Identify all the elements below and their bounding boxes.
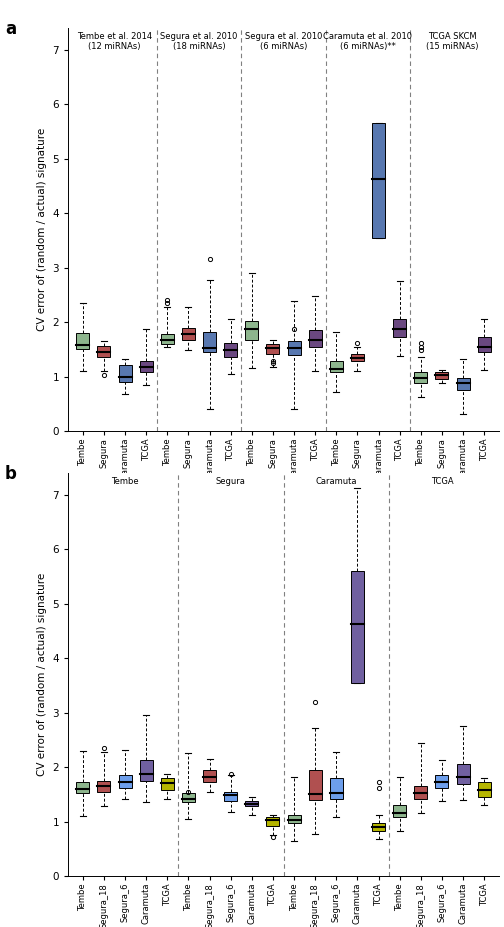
Bar <box>393 319 406 337</box>
Bar <box>372 123 385 237</box>
Bar <box>97 781 110 792</box>
Text: a: a <box>5 20 16 38</box>
Bar <box>372 822 385 832</box>
Text: Segura: Segura <box>216 476 245 486</box>
Bar <box>414 786 427 799</box>
Bar <box>414 373 427 383</box>
Bar <box>224 792 237 801</box>
Bar <box>203 332 216 352</box>
Bar <box>308 330 322 347</box>
Bar <box>457 377 470 390</box>
Bar <box>435 775 449 788</box>
Bar <box>267 344 280 354</box>
Bar <box>245 801 259 806</box>
Bar <box>351 354 364 362</box>
Text: b: b <box>5 465 17 483</box>
Bar <box>308 769 322 800</box>
Bar <box>330 778 343 799</box>
Text: Caramuta et al. 2010
(6 miRNAs)**: Caramuta et al. 2010 (6 miRNAs)** <box>324 32 412 51</box>
Bar <box>76 782 89 794</box>
Bar <box>118 775 132 788</box>
Text: TCGA SKCM
(15 miRNAs): TCGA SKCM (15 miRNAs) <box>426 32 479 51</box>
X-axis label: data set: data set <box>259 485 308 498</box>
Text: Tembe et al. 2014
(12 miRNAs): Tembe et al. 2014 (12 miRNAs) <box>77 32 152 51</box>
Bar <box>478 337 491 352</box>
Bar <box>267 818 280 826</box>
Bar <box>330 362 343 373</box>
Y-axis label: CV error of (random / actual) signature: CV error of (random / actual) signature <box>37 128 47 331</box>
Bar <box>140 362 153 373</box>
Bar <box>393 806 406 818</box>
Y-axis label: CV error of (random / actual) signature: CV error of (random / actual) signature <box>37 573 47 776</box>
Text: Segura et al. 2010
(18 miRNAs): Segura et al. 2010 (18 miRNAs) <box>160 32 238 51</box>
Bar <box>287 815 300 822</box>
Bar <box>224 343 237 358</box>
Text: Caramuta: Caramuta <box>316 476 357 486</box>
Text: Segura et al. 2010
(6 miRNAs): Segura et al. 2010 (6 miRNAs) <box>245 32 322 51</box>
Bar <box>245 321 259 339</box>
Bar <box>118 364 132 382</box>
Bar <box>182 327 195 339</box>
Bar <box>76 333 89 349</box>
Bar <box>182 794 195 803</box>
Text: TCGA: TCGA <box>430 476 453 486</box>
Bar <box>161 334 174 344</box>
Bar <box>161 778 174 790</box>
Bar <box>97 346 110 358</box>
Bar <box>435 373 449 379</box>
Bar <box>140 760 153 781</box>
Bar <box>478 782 491 797</box>
Bar <box>203 769 216 782</box>
Bar <box>287 341 300 355</box>
Bar <box>351 571 364 682</box>
Bar <box>457 764 470 784</box>
Text: Tembe: Tembe <box>111 476 139 486</box>
